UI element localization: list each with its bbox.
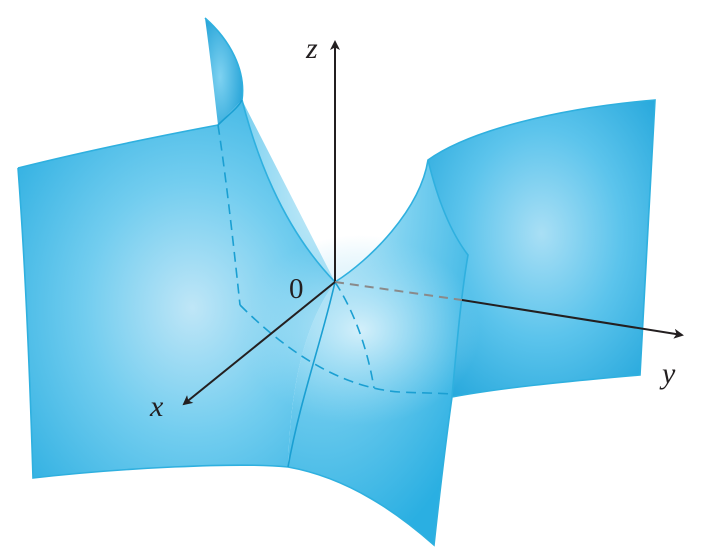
origin-label: 0 [289,273,304,305]
trace-curve-hidden-center [334,281,375,389]
x-axis-label: x [149,390,164,423]
surface-right-wing [428,100,655,397]
y-axis-label: y [659,357,676,390]
trace-curve-hidden-left [217,124,241,306]
surface-back-sheet [205,18,243,125]
z-axis-label: z [305,32,318,65]
y-axis-hidden-segment [334,281,463,301]
trace-curve-hidden-bottom [239,304,453,395]
surface-outline [17,17,656,547]
y-axis [461,299,684,339]
surface-highlight [240,235,480,425]
surface-left-wing [18,100,335,478]
x-axis [182,281,336,406]
trace-curve-front-parabola [287,281,336,468]
trace-curve-back-fold [217,99,243,126]
